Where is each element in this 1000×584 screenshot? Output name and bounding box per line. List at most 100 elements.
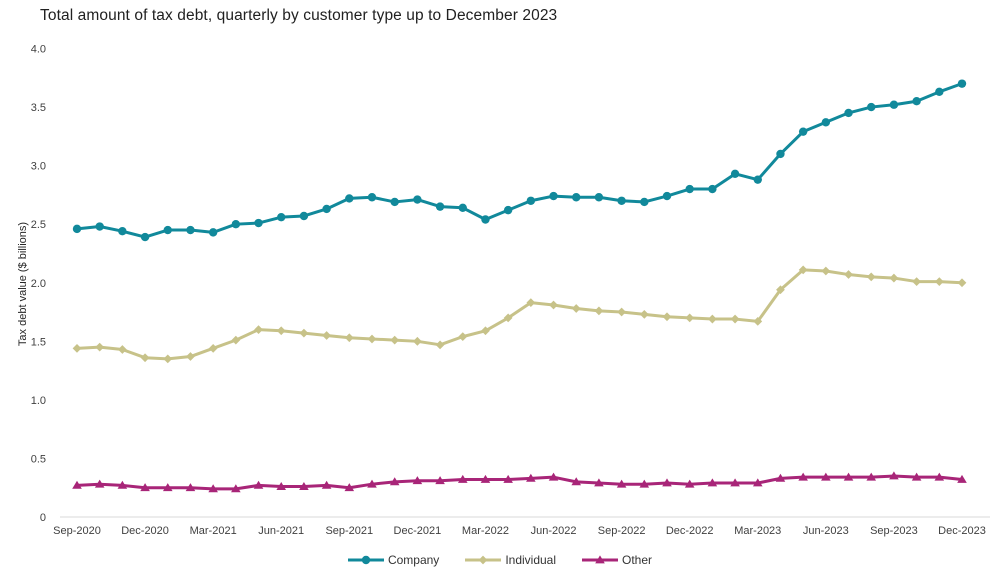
- y-axis-tick-label: 1.5: [31, 336, 46, 348]
- legend-label-individual: Individual: [505, 553, 557, 567]
- company-data-point: [254, 218, 263, 228]
- company-data-point: [345, 194, 354, 203]
- legend-swatch-individual: [465, 555, 502, 565]
- company-data-point: [208, 228, 218, 237]
- company-data-point: [708, 184, 717, 194]
- individual-data-point: [118, 345, 127, 354]
- x-axis-tick-label: Dec-2022: [666, 525, 714, 537]
- company-data-point: [549, 191, 558, 201]
- other-data-point: [662, 478, 672, 487]
- company-data-point: [798, 127, 808, 136]
- legend-marker-individual-icon: [478, 555, 488, 565]
- individual-data-point: [299, 328, 309, 338]
- individual-data-point: [367, 334, 377, 344]
- x-axis-tick-label: Dec-2023: [938, 525, 986, 537]
- company-data-point: [912, 97, 921, 106]
- company-data-point: [413, 195, 422, 204]
- company-data-point: [95, 222, 104, 231]
- other-data-point: [344, 483, 355, 492]
- other-data-point: [821, 472, 831, 481]
- company-data-point: [821, 118, 831, 127]
- individual-data-point: [889, 273, 899, 283]
- company-data-point: [753, 175, 762, 184]
- y-axis-tick-label: 1.0: [31, 395, 46, 407]
- individual-data-point: [276, 326, 286, 336]
- individual-data-point: [844, 270, 853, 279]
- x-axis-tick-label: Jun-2023: [803, 525, 849, 537]
- other-data-point: [162, 483, 173, 492]
- other-data-point: [616, 479, 627, 488]
- company-data-point: [730, 169, 740, 179]
- other-data-point: [185, 483, 196, 492]
- company-data-point: [163, 225, 172, 235]
- company-data-point: [867, 102, 876, 112]
- company-data-point: [957, 79, 967, 88]
- other-data-point: [435, 476, 445, 485]
- other-data-point: [752, 478, 763, 487]
- y-axis-tick-label: 0: [40, 512, 46, 524]
- individual-data-point: [435, 340, 445, 350]
- company-data-point: [390, 197, 399, 207]
- individual-data-point: [481, 326, 490, 336]
- company-data-point: [277, 212, 286, 222]
- company-data-point: [231, 219, 241, 229]
- other-data-point: [367, 479, 377, 488]
- company-data-point: [889, 100, 899, 109]
- other-data-point: [253, 480, 264, 489]
- y-axis-tick-label: 2.0: [31, 278, 46, 290]
- company-data-point: [844, 108, 853, 118]
- individual-data-point: [730, 314, 740, 324]
- individual-data-point: [322, 331, 331, 340]
- legend-swatch-company: [347, 555, 384, 565]
- other-data-point: [866, 472, 877, 481]
- individual-data-point: [776, 285, 785, 295]
- company-data-point: [594, 193, 604, 202]
- individual-data-point: [708, 314, 717, 324]
- company-data-point: [481, 215, 490, 224]
- individual-data-point: [344, 333, 354, 343]
- individual-data-point: [957, 278, 967, 288]
- individual-data-point: [912, 277, 921, 286]
- other-data-point: [639, 479, 650, 488]
- other-data-point: [321, 480, 332, 489]
- other-data-point: [911, 472, 922, 481]
- company-data-point: [322, 204, 331, 214]
- other-data-point: [571, 477, 582, 486]
- x-axis-tick-label: Sep-2023: [870, 525, 918, 537]
- individual-data-point: [685, 313, 695, 323]
- x-axis-tick-label: Jun-2021: [258, 525, 304, 537]
- x-axis-tick-label: Sep-2021: [325, 525, 373, 537]
- other-data-point: [117, 480, 128, 489]
- company-data-point: [617, 196, 626, 205]
- company-data-point: [662, 191, 672, 201]
- x-axis-tick-label: Dec-2020: [121, 525, 169, 537]
- legend-marker-other-icon: [595, 555, 605, 564]
- x-axis-tick-label: Sep-2020: [53, 525, 101, 537]
- x-axis-tick-label: Mar-2021: [190, 525, 237, 537]
- x-axis-tick-label: Dec-2021: [394, 525, 442, 537]
- individual-data-point: [934, 277, 944, 286]
- individual-line-series: [75, 268, 964, 361]
- other-data-point: [594, 478, 604, 487]
- legend-marker-company-icon: [361, 555, 371, 565]
- company-data-point: [435, 202, 445, 211]
- other-data-point: [140, 483, 150, 492]
- other-data-point: [412, 476, 423, 485]
- other-data-point: [231, 484, 241, 493]
- chart-title: Total amount of tax debt, quarterly by c…: [40, 7, 558, 24]
- company-data-point: [776, 149, 785, 159]
- x-axis-tick-label: Jun-2022: [531, 525, 577, 537]
- company-data-point: [640, 197, 649, 207]
- y-axis-tick-label: 2.5: [31, 219, 46, 231]
- legend-label-company: Company: [387, 553, 440, 567]
- other-data-point: [775, 473, 786, 482]
- x-axis-tick-label: Mar-2023: [734, 525, 781, 537]
- individual-data-point: [617, 307, 626, 317]
- other-data-point: [503, 474, 513, 483]
- other-data-point: [72, 480, 82, 489]
- y-axis-tick-label: 0.5: [31, 453, 46, 465]
- legend-swatch-other: [582, 555, 619, 564]
- other-data-point: [730, 478, 740, 487]
